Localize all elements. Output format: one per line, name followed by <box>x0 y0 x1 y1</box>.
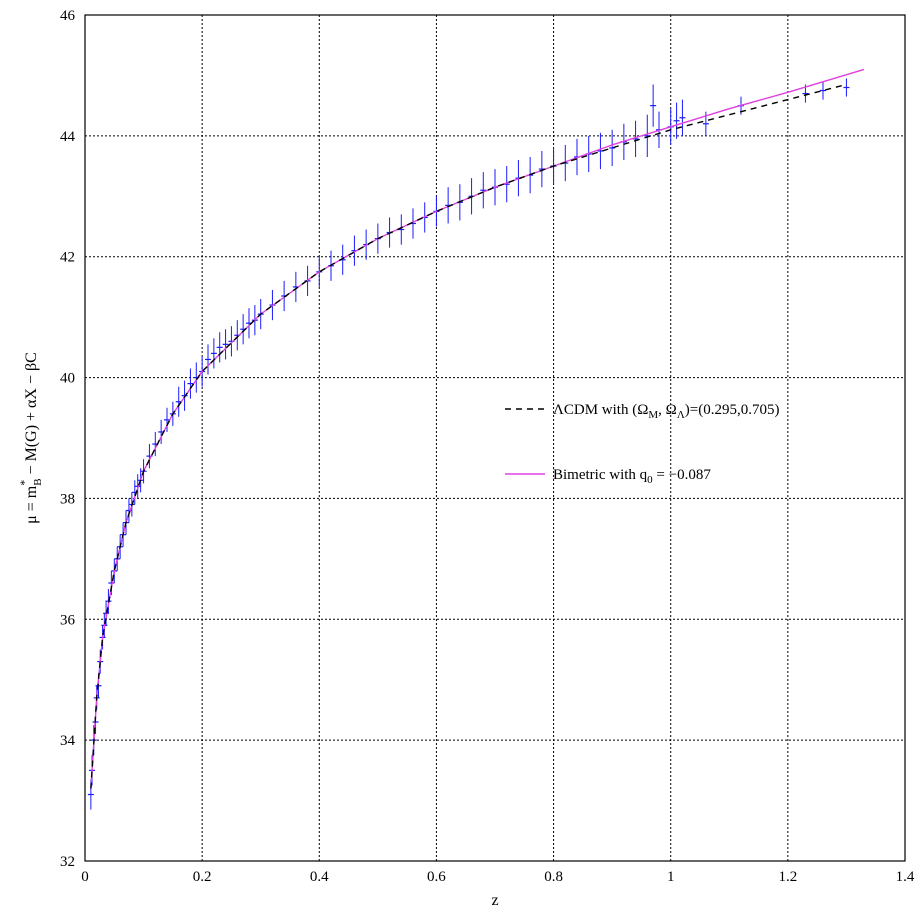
y-axis-label-base: μ = m <box>23 485 40 524</box>
x-tick-label: 0 <box>81 869 89 885</box>
y-tick-label: 44 <box>60 129 76 145</box>
y-tick-label: 36 <box>60 612 76 628</box>
x-tick-label: 0.4 <box>310 869 329 885</box>
bimetric-curve <box>90 68 865 789</box>
model-curves <box>90 68 865 789</box>
y-tick-label: 40 <box>60 371 75 387</box>
x-axis-label: z <box>491 892 498 909</box>
x-tick-label: 1.4 <box>896 869 915 885</box>
x-tick-label: 0.6 <box>427 869 446 885</box>
y-axis-label-rest: − M(G) + αX − βC <box>23 352 40 478</box>
y-tick-label: 34 <box>60 733 76 749</box>
legend-entry-lcdm: ΛCDM with (ΩM, ΩΛ)=(0.295,0.705) <box>505 402 780 421</box>
y-axis-label-sub: B <box>32 478 44 485</box>
y-axis-label: μ = m*B − M(G) + αX − βC <box>17 352 44 524</box>
y-tick-label: 42 <box>60 250 75 266</box>
x-tick-label: 1.2 <box>778 869 797 885</box>
y-tick-label: 38 <box>60 491 75 507</box>
y-axis-label-star: * <box>17 480 31 486</box>
x-tick-label: 1 <box>667 869 675 885</box>
plot-frame <box>84 14 906 862</box>
legend-bimetric-label: Bimetric with q0 = −0.087 <box>553 467 711 486</box>
legend: ΛCDM with (ΩM, ΩΛ)=(0.295,0.705) Bimetri… <box>505 402 780 486</box>
y-tick-label: 46 <box>60 8 76 24</box>
legend-lcdm-label: ΛCDM with (ΩM, ΩΛ)=(0.295,0.705) <box>553 402 780 421</box>
x-tick-label: 0.8 <box>544 869 563 885</box>
x-tick-label: 0.2 <box>193 869 212 885</box>
legend-entry-bimetric: Bimetric with q0 = −0.087 <box>505 467 711 486</box>
y-tick-label: 32 <box>60 854 75 870</box>
lcdm-curve <box>90 83 847 789</box>
ticks: 0 0.2 0.4 0.6 0.8 1 1.2 1.4 32 34 36 38 40 42 44 46 <box>60 8 915 885</box>
